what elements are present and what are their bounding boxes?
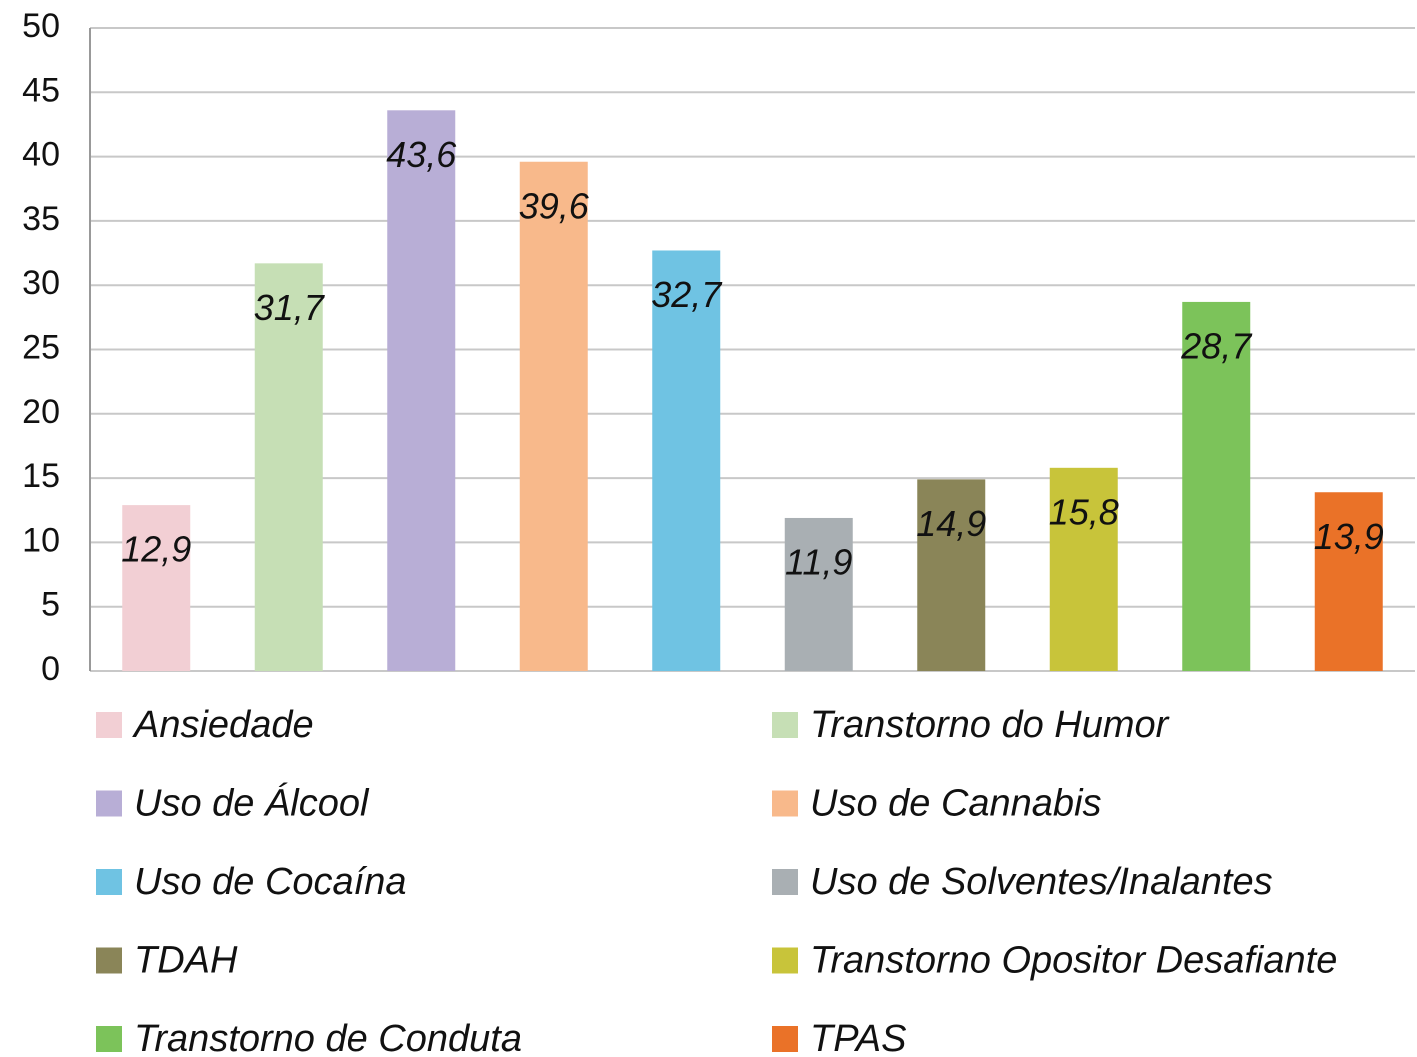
legend-swatch xyxy=(96,712,122,738)
value-label: 13,9 xyxy=(1314,516,1384,557)
legend-label: TPAS xyxy=(810,1018,906,1057)
legend-swatch xyxy=(96,790,122,817)
y-tick-label: 20 xyxy=(22,393,60,431)
y-tick-label: 45 xyxy=(22,71,60,109)
legend-swatch xyxy=(772,869,798,895)
value-label: 39,6 xyxy=(519,185,590,226)
legend-label: Ansiedade xyxy=(132,704,314,746)
legend-label: TDAH xyxy=(134,940,238,982)
bar xyxy=(1182,301,1251,671)
y-tick-label: 30 xyxy=(22,264,60,302)
legend-swatch xyxy=(96,869,122,895)
bar xyxy=(1314,492,1383,671)
bar xyxy=(784,517,853,671)
legend-label: Transtorno Opositor Desafiante xyxy=(810,940,1337,982)
value-label: 12,9 xyxy=(121,529,191,570)
bar xyxy=(917,479,986,671)
legend-label: Uso de Cocaína xyxy=(134,861,407,903)
value-label: 32,7 xyxy=(651,274,723,315)
value-label: 14,9 xyxy=(916,503,986,544)
legend-label: Transtorno do Humor xyxy=(810,704,1170,746)
bar xyxy=(519,161,588,671)
bar xyxy=(254,263,323,671)
legend-label: Uso de Cannabis xyxy=(810,783,1102,825)
legend-label: Transtorno de Conduta xyxy=(134,1018,522,1057)
value-label: 11,9 xyxy=(785,541,852,582)
legend-label: Uso de Solventes/Inalantes xyxy=(810,861,1273,903)
legend-swatch xyxy=(96,1026,122,1052)
legend-swatch xyxy=(772,1026,798,1052)
legend-swatch xyxy=(772,947,798,974)
bar xyxy=(122,505,191,671)
y-tick-label: 15 xyxy=(22,457,60,495)
legend-label: Uso de Álcool xyxy=(134,782,370,825)
legend-swatch xyxy=(772,712,798,738)
legend-swatch xyxy=(772,790,798,817)
value-label: 28,7 xyxy=(1180,325,1253,366)
bar xyxy=(1049,467,1118,671)
y-tick-label: 40 xyxy=(22,136,60,174)
value-label: 15,8 xyxy=(1049,491,1119,532)
value-label: 43,6 xyxy=(386,134,457,175)
bar xyxy=(387,110,456,671)
y-tick-label: 0 xyxy=(41,650,60,688)
bar xyxy=(652,250,721,671)
value-label: 31,7 xyxy=(254,287,326,328)
y-tick-label: 10 xyxy=(22,521,60,559)
y-tick-label: 35 xyxy=(22,200,60,238)
y-tick-label: 25 xyxy=(22,328,60,366)
y-tick-label: 5 xyxy=(41,586,60,624)
legend-swatch xyxy=(96,947,122,974)
y-tick-label: 50 xyxy=(22,7,60,45)
